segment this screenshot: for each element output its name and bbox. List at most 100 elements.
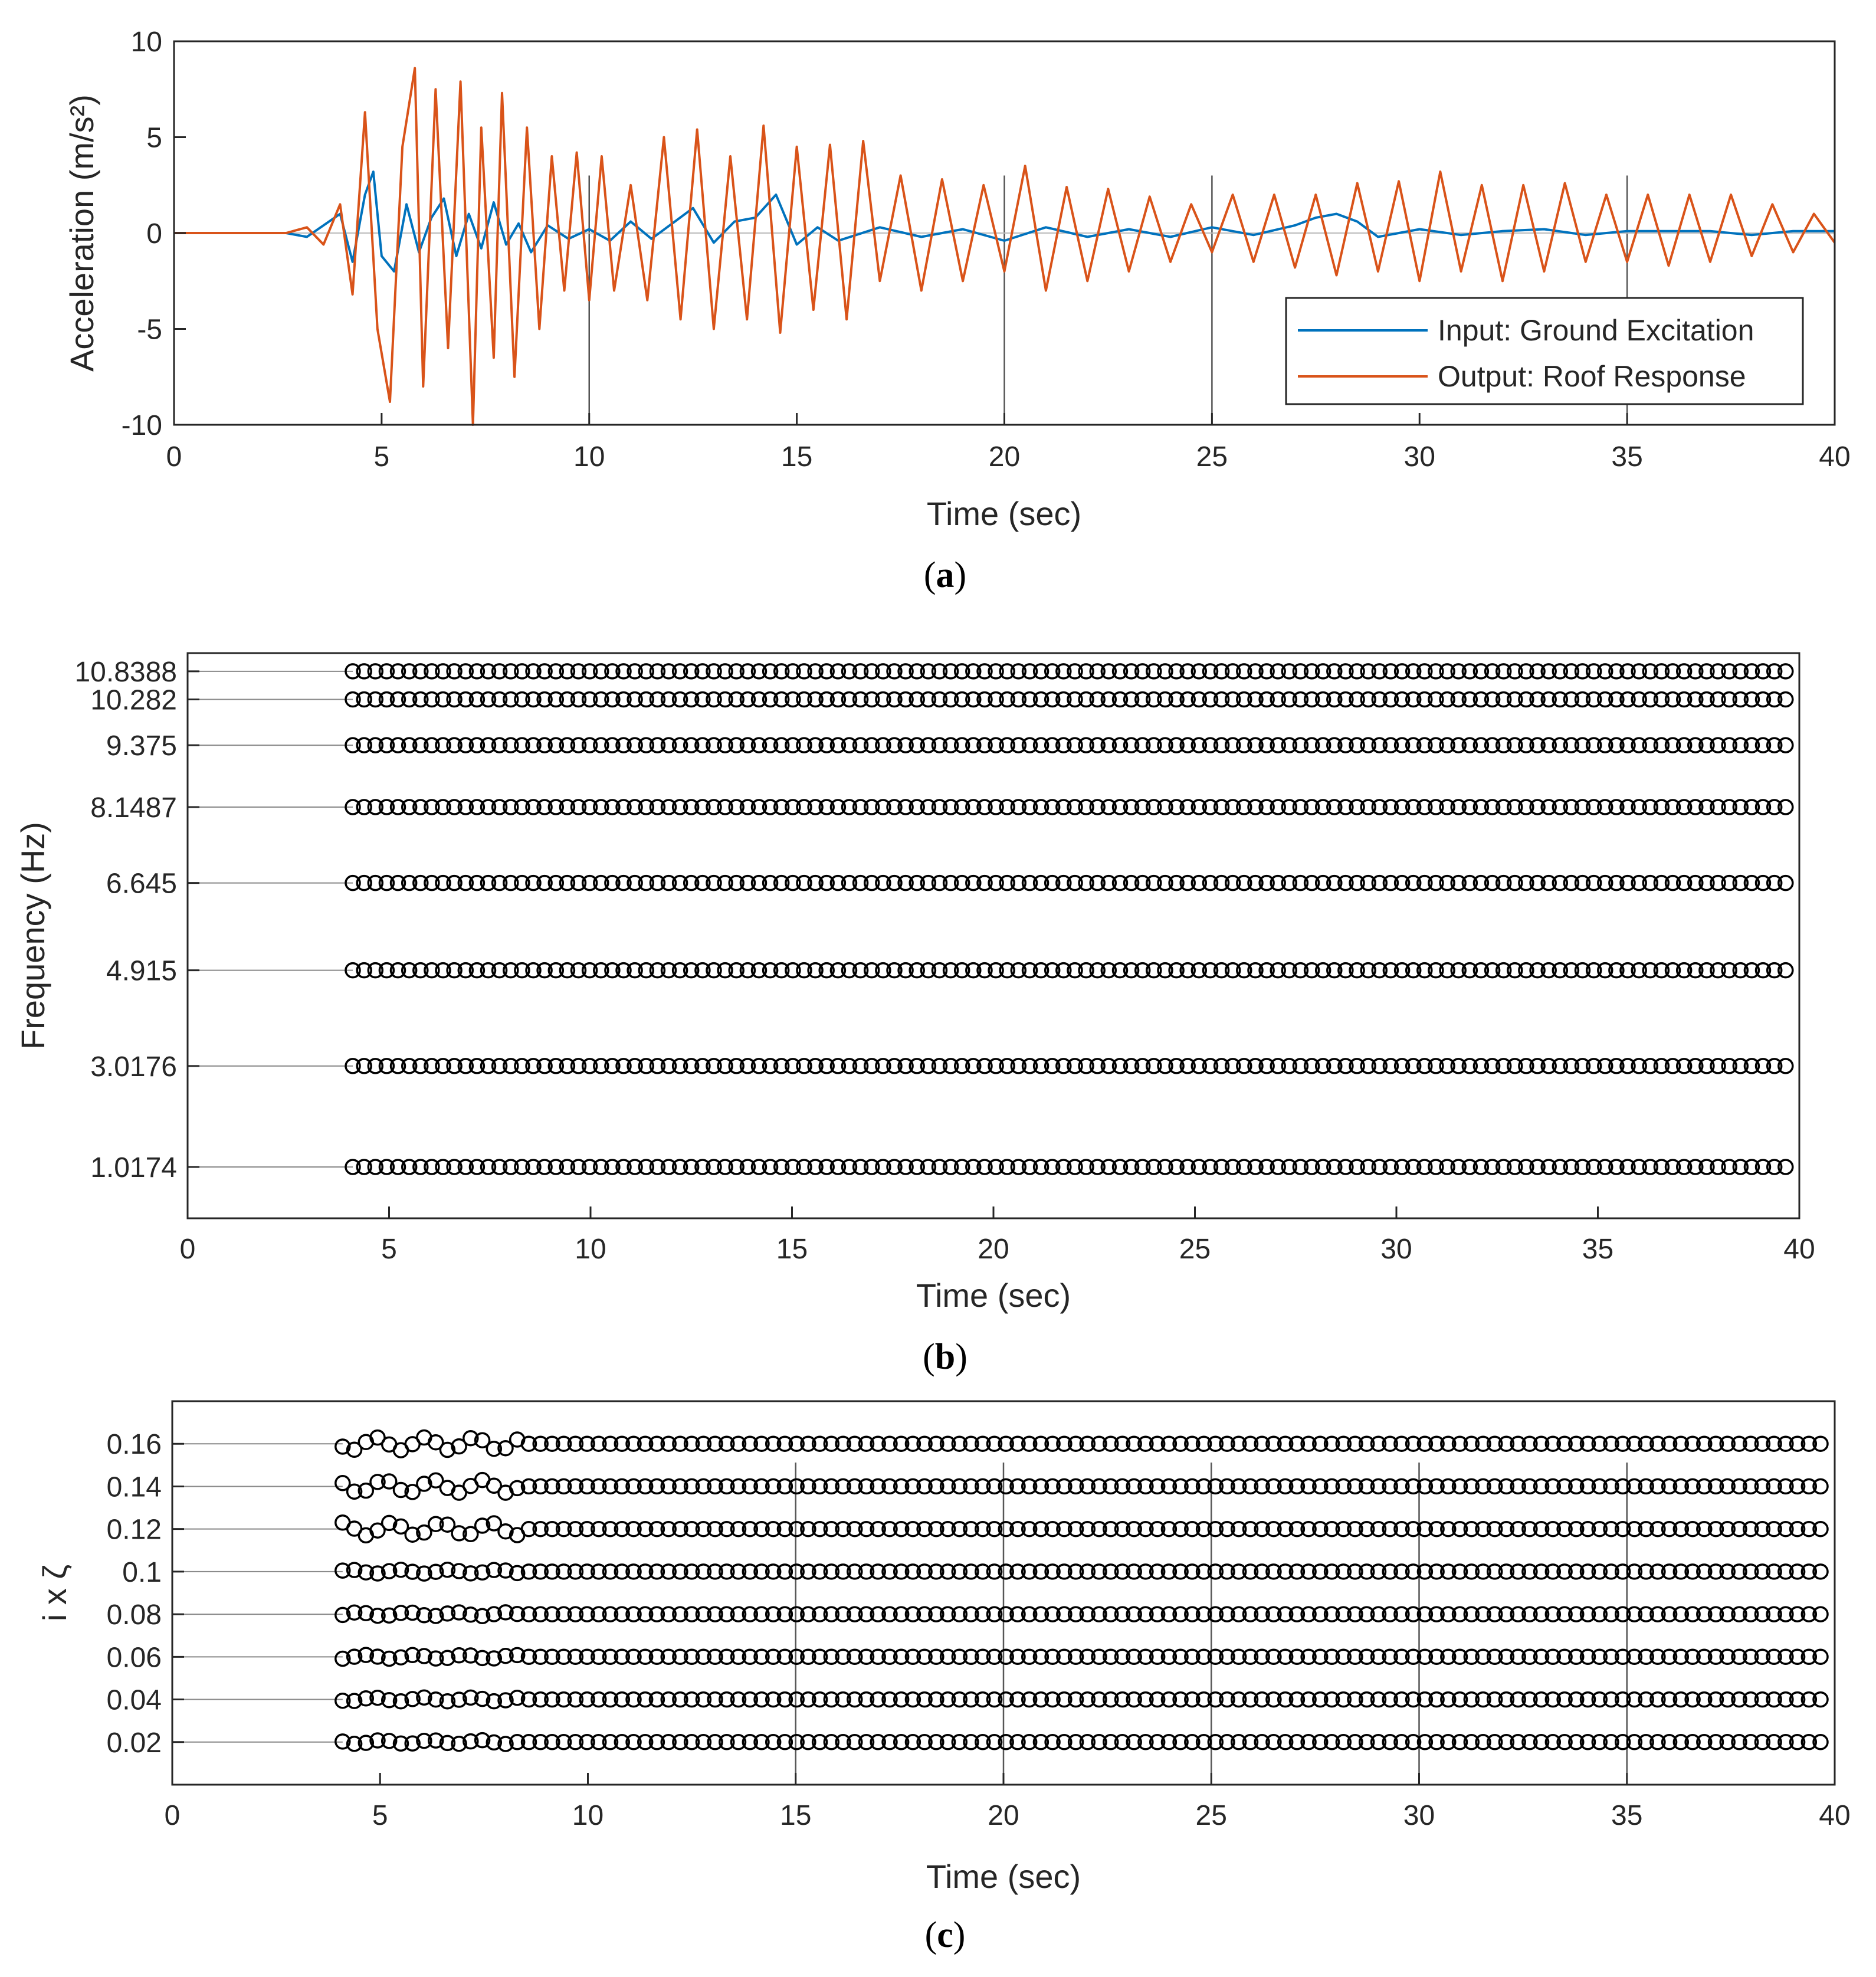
panel-c-data-point — [1137, 1648, 1154, 1665]
panel-c-data-point — [1603, 1563, 1619, 1580]
panel-c-data-point — [1358, 1691, 1375, 1708]
panel-c-data-point — [1638, 1606, 1654, 1622]
panel-b-data-point — [1574, 691, 1591, 708]
panel-c-data-point — [451, 1647, 467, 1664]
panel-b-data-point — [671, 1058, 688, 1074]
panel-b-data-point — [649, 962, 666, 979]
panel-c-data-point — [683, 1478, 700, 1495]
panel-c-data-point — [975, 1520, 991, 1537]
panel-b-data-point — [1089, 874, 1106, 891]
panel-b-data-point — [863, 1058, 880, 1074]
panel-c-data-point — [765, 1435, 782, 1452]
panel-c-data-point — [835, 1563, 851, 1580]
panel-c-data-point — [1137, 1478, 1154, 1495]
panel-b-data-point — [627, 691, 643, 708]
panel-c-data-point — [881, 1691, 898, 1708]
panel-c-data-point — [660, 1478, 677, 1495]
panel-c-data-point — [823, 1435, 840, 1452]
panel-c-data-point — [1335, 1648, 1352, 1665]
panel-b-data-point — [1292, 691, 1309, 708]
panel-b-data-point — [750, 663, 768, 680]
panel-c-data-point — [1265, 1520, 1282, 1537]
panel-c-data-point — [520, 1435, 537, 1452]
panel-b-data-point — [547, 799, 565, 815]
panel-b-data-point — [1067, 799, 1083, 815]
panel-b-data-point — [1642, 737, 1659, 753]
panel-c-data-point — [602, 1691, 619, 1708]
panel-b-data-point — [1710, 1159, 1726, 1175]
panel-c-data-point — [1160, 1435, 1178, 1452]
panel-b-data-point — [1123, 1058, 1140, 1074]
panel-c-data-point — [660, 1563, 677, 1580]
panel-c-data-point — [742, 1520, 759, 1537]
panel-a-legend: Input: Ground Excitation Output: Roof Re… — [1285, 297, 1804, 405]
panel-b-data-point — [965, 663, 982, 680]
panel-c-xtick-label: 0 — [165, 1800, 181, 1831]
panel-b-data-point — [965, 962, 982, 979]
panel-b-data-point — [1518, 799, 1534, 815]
panel-c-data-point — [439, 1605, 456, 1622]
panel-b-data-point — [1484, 691, 1501, 708]
panel-c-data-point — [625, 1520, 642, 1537]
panel-b-data-point — [785, 737, 801, 753]
panel-b-data-point — [1743, 663, 1760, 680]
panel-c-data-point — [1591, 1691, 1608, 1708]
panel-c-data-point — [719, 1606, 735, 1622]
panel-c-data-point — [451, 1563, 467, 1579]
panel-b-data-point — [807, 737, 824, 753]
panel-c-data-point — [753, 1691, 770, 1708]
panel-c-data-point — [1451, 1520, 1468, 1537]
panel-b-data-point — [615, 962, 632, 979]
panel-b-data-point — [683, 874, 700, 891]
panel-c-data-point — [858, 1734, 875, 1750]
panel-c-data-point — [893, 1606, 910, 1622]
panel-c-data-point — [1242, 1520, 1259, 1537]
panel-b-data-point — [852, 1058, 869, 1074]
panel-c-data-point — [625, 1691, 642, 1708]
panel-c-data-point — [369, 1474, 386, 1490]
panel-b-data-point — [1777, 874, 1794, 891]
panel-b-data-point — [1540, 1058, 1557, 1074]
panel-c-data-point — [1742, 1734, 1759, 1750]
panel-c-data-point — [1789, 1691, 1806, 1708]
panel-b-data-point — [1687, 874, 1704, 891]
panel-c-data-point — [788, 1734, 805, 1750]
panel-c-data-point — [1766, 1734, 1782, 1750]
panel-c-data-point — [881, 1563, 898, 1580]
panel-b-data-point — [1405, 799, 1422, 815]
panel-c-data-point — [1626, 1563, 1643, 1580]
panel-b-data-point — [547, 874, 565, 891]
panel-b-data-point — [1360, 962, 1376, 979]
panel-c-data-point — [1044, 1734, 1061, 1750]
panel-c-data-point — [1207, 1520, 1224, 1537]
panel-b-data-point — [999, 663, 1015, 680]
panel-b-data-point — [491, 874, 508, 891]
panel-b-data-point — [717, 737, 733, 753]
panel-c-data-point — [451, 1484, 467, 1501]
panel-b-data-point — [671, 874, 688, 891]
panel-b-data-point — [1146, 737, 1162, 753]
panel-b-data-point — [559, 799, 576, 815]
panel-b-data-point — [1710, 737, 1726, 753]
panel-b-data-point — [762, 663, 779, 680]
panel-b-xtick-label: 40 — [1783, 1234, 1815, 1265]
panel-c-data-point — [1254, 1478, 1270, 1495]
panel-b-data-point — [649, 799, 666, 815]
panel-c-data-point — [427, 1516, 444, 1532]
panel-b-data-point — [389, 737, 406, 753]
panel-b-data-point — [1236, 663, 1252, 680]
panel-c-data-point — [1079, 1648, 1096, 1665]
panel-c-data-point — [1277, 1734, 1294, 1750]
panel-c-data-point — [672, 1691, 688, 1708]
panel-c-data-point — [1219, 1648, 1235, 1665]
panel-c-data-point — [800, 1648, 816, 1665]
panel-c-data-point — [1358, 1520, 1375, 1537]
panel-c-data-point — [1335, 1563, 1352, 1580]
panel-c-data-point — [579, 1435, 595, 1452]
panel-c-data-point — [986, 1563, 1003, 1580]
panel-c-data-point — [1638, 1563, 1654, 1580]
panel-b-data-point — [424, 737, 440, 753]
panel-c-data-point — [811, 1563, 828, 1580]
panel-b-data-point — [638, 874, 655, 891]
panel-b-data-point — [1157, 737, 1173, 753]
